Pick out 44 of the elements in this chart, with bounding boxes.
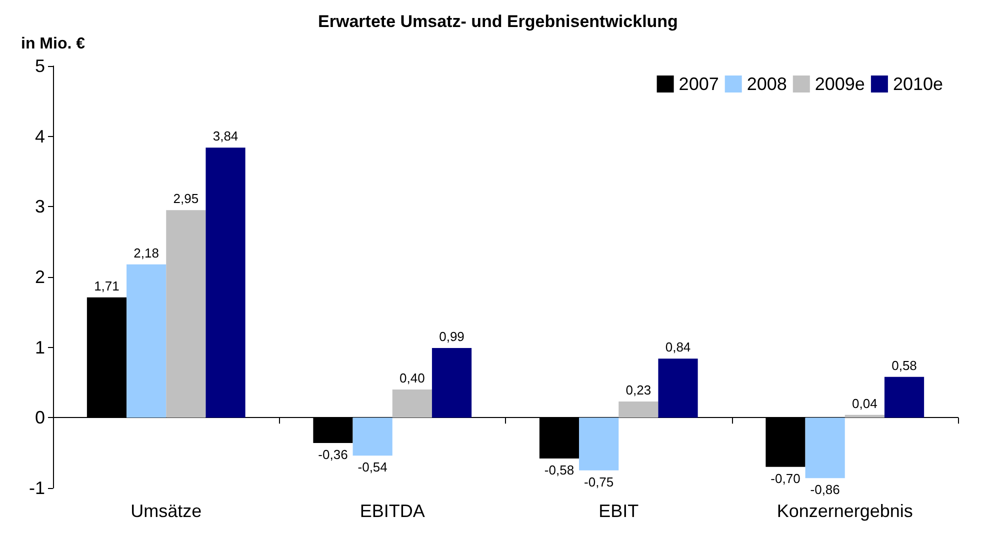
data-label: 0,23: [626, 382, 652, 398]
data-label: 0,40: [400, 370, 425, 386]
legend-label: 2009e: [814, 74, 865, 94]
y-tick-label: 3: [34, 196, 45, 217]
data-label: 1,71: [94, 278, 120, 294]
bar: [126, 264, 166, 418]
data-label: -0,58: [544, 462, 574, 478]
data-label: -0,86: [810, 482, 840, 498]
y-tick-label: 0: [34, 408, 45, 428]
chart-title: Erwartete Umsatz- und Ergebnisentwicklung: [318, 12, 678, 31]
x-tick-label: EBIT: [598, 501, 639, 521]
legend-label: 2010e: [892, 74, 944, 94]
data-label: 2,95: [173, 191, 199, 206]
data-label: 0,58: [892, 358, 917, 373]
x-tick-label: Umsätze: [130, 501, 202, 521]
x-tick-label: EBITDA: [360, 501, 425, 521]
y-tick-label: -1: [28, 478, 45, 498]
data-label: 3,84: [212, 128, 238, 144]
bar: [432, 348, 472, 418]
y-axis-title: in Mio. €: [21, 36, 86, 52]
legend-label: 2008: [746, 74, 787, 94]
legend-label: 2007: [678, 74, 719, 94]
bar: [805, 418, 845, 478]
y-tick-label: 5: [34, 56, 45, 76]
data-label: -0,75: [584, 474, 614, 490]
data-label: -0,54: [358, 460, 388, 475]
bar: [658, 358, 698, 418]
data-label: 0,99: [439, 329, 464, 344]
bar: [579, 418, 619, 470]
data-label: 0,04: [852, 396, 878, 411]
data-label: -0,36: [318, 446, 348, 462]
bar: [618, 401, 658, 418]
bar: [166, 210, 206, 418]
y-tick-label: 4: [34, 126, 45, 146]
bar: [206, 148, 246, 418]
data-label: 0,84: [665, 340, 691, 355]
x-tick-label: Konzernergebnis: [776, 501, 913, 521]
bar: [392, 390, 432, 418]
y-tick-label: 2: [34, 267, 45, 287]
data-label: 2,18: [134, 245, 159, 260]
data-label: -0,70: [770, 470, 800, 486]
bar: [884, 376, 924, 418]
bar: [352, 418, 392, 456]
y-tick-label: 1: [34, 337, 45, 358]
